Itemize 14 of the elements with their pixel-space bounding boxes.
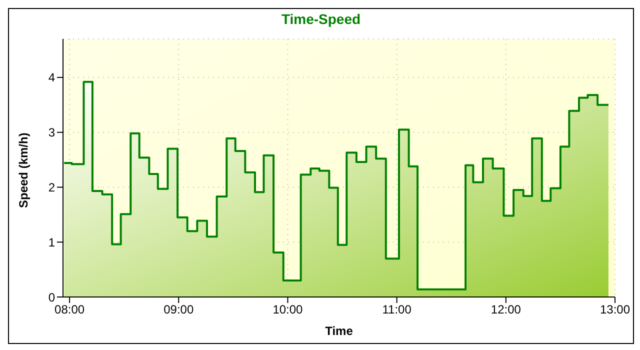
y-tick-label: 1 [48,235,56,250]
x-tick-label: 09:00 [164,302,194,317]
x-tick-label: 10:00 [272,302,304,317]
x-tick-label: 13:00 [600,302,630,317]
x-tick-label: 12:00 [490,302,522,317]
y-tick-label: 3 [48,126,56,140]
x-axis-title: Time [325,324,354,338]
x-tick-label: 11:00 [382,302,412,317]
y-tick-label: 0 [48,290,56,304]
chart-title: Time-Speed [280,10,362,29]
x-tick-label: 08:00 [54,302,85,317]
y-axis-title: Speed (km/h) [16,132,30,208]
y-tick-label: 4 [48,70,56,85]
y-tick-label: 2 [48,180,56,194]
